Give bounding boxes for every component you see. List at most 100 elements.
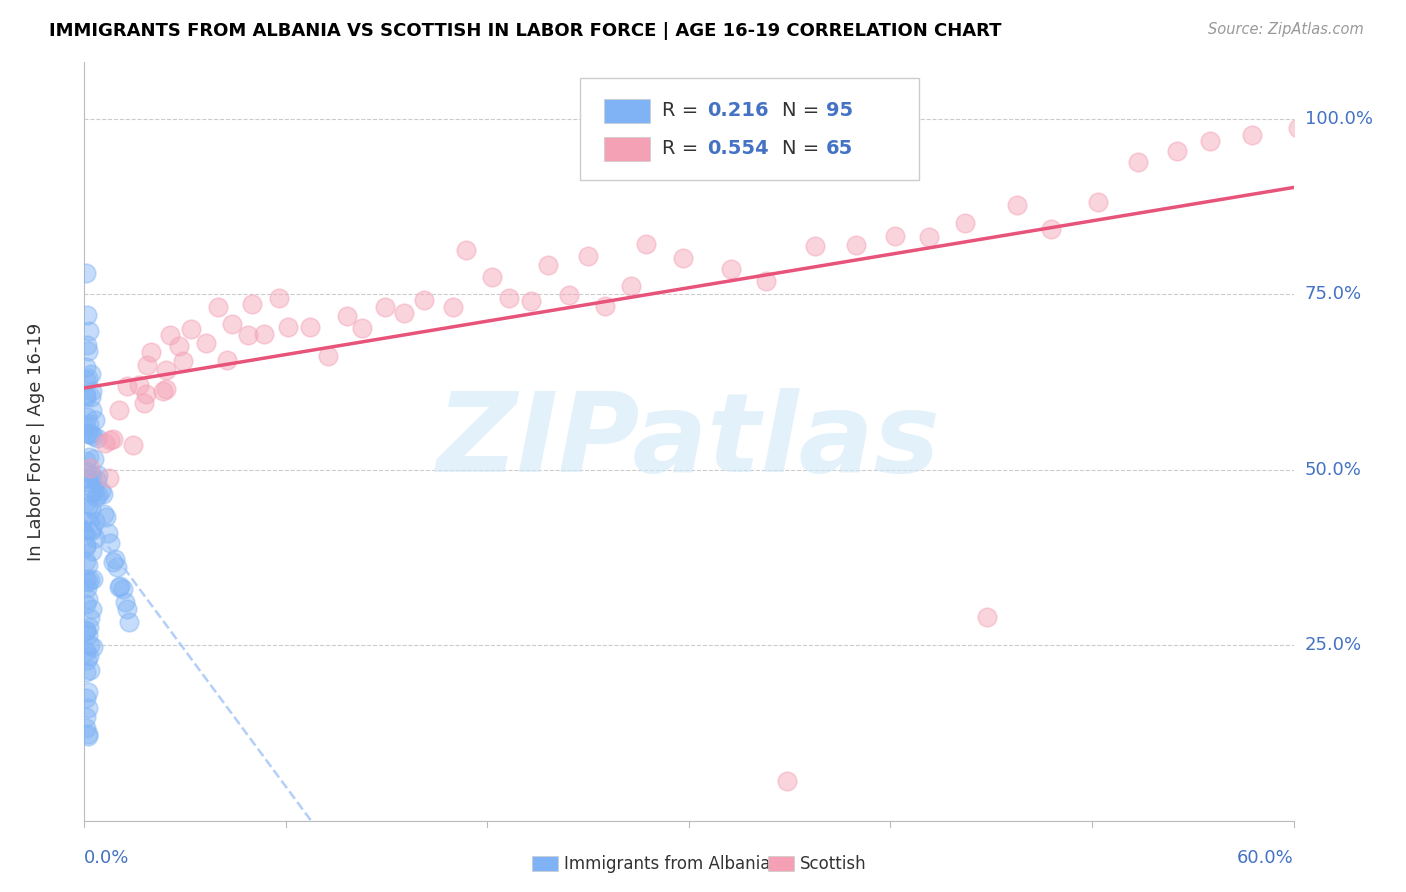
Point — [336, 309, 359, 323]
Point — [75, 390, 97, 404]
Point — [976, 610, 998, 624]
Point — [441, 300, 464, 314]
Point — [221, 317, 243, 331]
FancyBboxPatch shape — [768, 856, 794, 871]
FancyBboxPatch shape — [605, 99, 650, 123]
Point — [75, 665, 97, 679]
Point — [76, 371, 98, 385]
Text: N =: N = — [782, 139, 820, 159]
Point — [135, 387, 157, 401]
Point — [1199, 134, 1222, 148]
Point — [77, 324, 100, 338]
Point — [82, 486, 104, 500]
Point — [236, 328, 259, 343]
Text: 95: 95 — [825, 102, 852, 120]
Point — [75, 540, 97, 554]
Point — [101, 432, 124, 446]
Point — [75, 624, 97, 638]
Point — [79, 502, 101, 516]
Point — [77, 524, 100, 538]
Point — [75, 623, 97, 637]
Point — [75, 454, 97, 468]
Point — [82, 468, 104, 483]
Point — [108, 403, 131, 417]
Point — [83, 413, 105, 427]
Point — [135, 358, 157, 372]
Point — [77, 475, 100, 490]
Point — [83, 531, 105, 545]
Point — [101, 555, 124, 569]
Point — [80, 427, 103, 442]
Point — [252, 326, 274, 341]
Point — [94, 509, 117, 524]
Point — [76, 308, 98, 322]
Point — [79, 574, 101, 588]
Point — [152, 384, 174, 398]
Point — [79, 638, 101, 652]
Point — [98, 471, 121, 485]
Point — [82, 384, 104, 398]
Point — [77, 701, 100, 715]
Point — [558, 288, 581, 302]
Point — [520, 293, 543, 308]
Point — [77, 499, 100, 513]
Text: In Labor Force | Age 16-19: In Labor Force | Age 16-19 — [27, 322, 45, 561]
Point — [76, 709, 98, 723]
Point — [82, 429, 104, 443]
Point — [75, 691, 97, 706]
Point — [299, 320, 322, 334]
Point — [76, 581, 98, 595]
Point — [77, 343, 100, 358]
Point — [1039, 221, 1062, 235]
Point — [80, 602, 103, 616]
Text: 0.0%: 0.0% — [84, 849, 129, 867]
Text: IMMIGRANTS FROM ALBANIA VS SCOTTISH IN LABOR FORCE | AGE 16-19 CORRELATION CHART: IMMIGRANTS FROM ALBANIA VS SCOTTISH IN L… — [49, 22, 1001, 40]
Text: Source: ZipAtlas.com: Source: ZipAtlas.com — [1208, 22, 1364, 37]
Point — [350, 321, 373, 335]
Point — [98, 536, 121, 550]
Text: 75.0%: 75.0% — [1305, 285, 1362, 303]
Point — [87, 488, 110, 502]
Point — [77, 620, 100, 634]
Point — [392, 305, 415, 319]
FancyBboxPatch shape — [605, 136, 650, 161]
Point — [76, 471, 98, 485]
Point — [75, 388, 97, 402]
Point — [498, 291, 520, 305]
Point — [98, 433, 121, 447]
Point — [108, 579, 131, 593]
Point — [537, 259, 560, 273]
Point — [454, 243, 477, 257]
Point — [76, 420, 98, 434]
Point — [117, 378, 139, 392]
Point — [83, 483, 105, 498]
Text: 25.0%: 25.0% — [1305, 636, 1362, 654]
Point — [139, 344, 162, 359]
Point — [76, 338, 98, 352]
Point — [97, 526, 120, 541]
Point — [75, 554, 97, 568]
Point — [86, 473, 108, 487]
Point — [118, 615, 141, 630]
Point — [77, 558, 100, 572]
Point — [82, 640, 104, 654]
Point — [593, 299, 616, 313]
Point — [576, 249, 599, 263]
Point — [918, 229, 941, 244]
Point — [634, 237, 657, 252]
Text: 65: 65 — [825, 139, 853, 159]
Point — [79, 461, 101, 475]
Point — [82, 572, 104, 586]
Point — [134, 396, 156, 410]
FancyBboxPatch shape — [531, 856, 558, 871]
Point — [180, 322, 202, 336]
Point — [77, 515, 100, 529]
Text: 0.554: 0.554 — [707, 139, 769, 159]
Point — [80, 390, 103, 404]
Point — [75, 514, 97, 528]
Text: 60.0%: 60.0% — [1237, 849, 1294, 867]
Point — [86, 431, 108, 445]
Text: ZIPatlas: ZIPatlas — [437, 388, 941, 495]
Point — [75, 644, 97, 658]
Text: R =: R = — [662, 139, 699, 159]
